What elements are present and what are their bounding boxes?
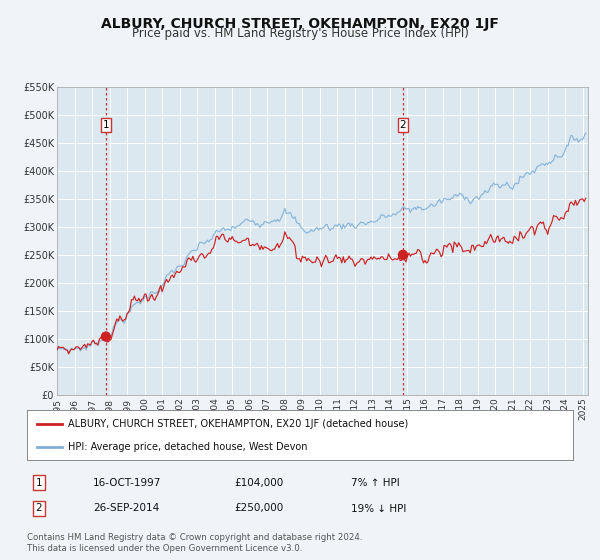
Text: ALBURY, CHURCH STREET, OKEHAMPTON, EX20 1JF: ALBURY, CHURCH STREET, OKEHAMPTON, EX20 …: [101, 17, 499, 31]
Text: 1: 1: [103, 120, 109, 130]
Point: [101, 332, 110, 341]
Text: 2: 2: [35, 503, 43, 514]
Text: 16-OCT-1997: 16-OCT-1997: [93, 478, 161, 488]
Text: 26-SEP-2014: 26-SEP-2014: [93, 503, 159, 514]
Text: £250,000: £250,000: [234, 503, 283, 514]
Text: 1: 1: [35, 478, 43, 488]
Text: Contains HM Land Registry data © Crown copyright and database right 2024.
This d: Contains HM Land Registry data © Crown c…: [27, 533, 362, 553]
Text: 7% ↑ HPI: 7% ↑ HPI: [351, 478, 400, 488]
Text: ALBURY, CHURCH STREET, OKEHAMPTON, EX20 1JF (detached house): ALBURY, CHURCH STREET, OKEHAMPTON, EX20 …: [68, 418, 408, 428]
Text: 19% ↓ HPI: 19% ↓ HPI: [351, 503, 406, 514]
Text: 2: 2: [400, 120, 406, 130]
Text: £104,000: £104,000: [234, 478, 283, 488]
Text: HPI: Average price, detached house, West Devon: HPI: Average price, detached house, West…: [68, 442, 307, 452]
Point: [398, 250, 408, 259]
Text: Price paid vs. HM Land Registry's House Price Index (HPI): Price paid vs. HM Land Registry's House …: [131, 27, 469, 40]
